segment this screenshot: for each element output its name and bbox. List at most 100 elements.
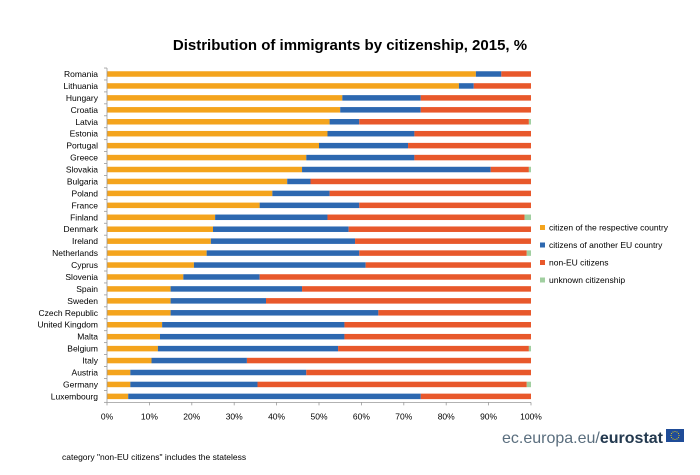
x-tick-label: 70% (395, 411, 412, 421)
bar-netherlands-series-0 (107, 250, 207, 256)
legend-swatch-1 (540, 242, 545, 248)
bar-latvia-series-0 (107, 119, 330, 125)
category-label: Estonia (70, 129, 99, 139)
bar-croatia-series-0 (107, 107, 341, 113)
bar-germany-series-2 (257, 381, 527, 388)
bar-france-series-0 (107, 202, 260, 209)
bar-ireland-series-2 (355, 238, 531, 244)
bar-belgium-series-1 (157, 345, 339, 352)
bar-spain-series-1 (170, 286, 303, 292)
bar-hungary-series-2 (420, 95, 531, 101)
x-tick-label: 0% (101, 411, 114, 421)
legend-swatch-0 (540, 225, 545, 230)
bar-czech-republic-series-2 (378, 310, 531, 316)
bar-ireland-series-1 (210, 238, 356, 244)
eurostat-branding: ec.europa.eu/eurostat (502, 430, 664, 447)
x-tick-label: 100% (520, 411, 542, 421)
bar-cyprus-series-2 (365, 262, 531, 268)
bar-bulgaria-series-0 (107, 178, 288, 185)
x-tick-label: 90% (480, 411, 497, 421)
bar-bulgaria-series-2 (310, 178, 531, 185)
bar-slovakia-series-3 (528, 166, 531, 173)
category-label: Germany (63, 379, 99, 389)
x-tick-label: 30% (226, 411, 243, 421)
x-axis: 0% 10% 20% 30% 40% 50% 60% 70% 80% 90% 100% (101, 67, 542, 421)
flag-star (676, 438, 678, 440)
bar-portugal-series-2 (408, 142, 531, 149)
legend-swatch-3 (540, 277, 545, 283)
bar-belgium-series-0 (107, 345, 158, 352)
bar-latvia-series-3 (528, 119, 531, 125)
bar-denmark-series-2 (348, 226, 531, 232)
bar-czech-republic-series-0 (107, 310, 171, 316)
bar-malta-series-0 (107, 333, 160, 340)
bar-cyprus-series-0 (107, 262, 194, 268)
category-label: Slovakia (66, 165, 98, 175)
bar-finland-series-0 (107, 214, 216, 221)
bar-romania-series-0 (107, 71, 476, 77)
bar-ireland-series-0 (107, 238, 211, 244)
x-tick-label: 80% (438, 411, 455, 421)
category-label: Latvia (75, 117, 98, 127)
category-label: Malta (77, 332, 98, 342)
category-label: United Kingdom (38, 320, 98, 330)
category-label: Sweden (67, 296, 98, 306)
bar-lithuania-series-0 (107, 83, 459, 89)
chart-title: Distribution of immigrants by citizenshi… (173, 37, 527, 54)
bar-belgium-series-2 (338, 345, 529, 352)
bar-greece-series-1 (306, 154, 415, 161)
bar-hungary-series-1 (342, 95, 421, 101)
category-label: Belgium (67, 344, 98, 354)
category-label: Greece (70, 153, 98, 163)
bar-cyprus-series-1 (193, 262, 366, 268)
category-label: Lithuania (63, 81, 98, 91)
category-label: Romania (64, 69, 98, 79)
flag-star (672, 438, 674, 440)
category-label: Spain (76, 284, 98, 294)
flag-star (674, 430, 676, 433)
bar-slovenia-series-1 (183, 274, 260, 280)
footnote: category "non-EU citizens" includes the … (62, 452, 246, 462)
category-label: France (72, 200, 99, 210)
x-tick-label: 40% (268, 411, 285, 421)
flag-star (677, 436, 680, 439)
bar-spain-series-0 (107, 286, 171, 292)
x-tick-label: 20% (183, 411, 200, 421)
bar-italy-series-2 (246, 357, 532, 364)
bar-romania-series-2 (501, 71, 531, 77)
bar-estonia-series-2 (414, 130, 531, 137)
flag-star (670, 436, 673, 439)
bar-czech-republic-series-1 (170, 310, 379, 316)
category-label: Bulgaria (67, 176, 98, 186)
bar-latvia-series-1 (329, 119, 360, 125)
bar-portugal-series-0 (107, 142, 319, 149)
bar-slovenia-series-2 (259, 274, 531, 280)
flag-star (670, 434, 672, 437)
bar-denmark-series-0 (107, 226, 213, 232)
bar-united-kingdom-series-1 (162, 321, 345, 328)
bar-sweden-series-0 (107, 298, 171, 304)
bar-slovakia-series-1 (302, 166, 491, 173)
legend: citizen of the respective country citizen… (540, 223, 669, 285)
bar-hungary-series-0 (107, 95, 343, 101)
category-label: Netherlands (52, 248, 98, 258)
bar-estonia-series-1 (327, 130, 415, 137)
bar-luxembourg-series-0 (107, 393, 129, 400)
bar-italy-series-1 (151, 357, 247, 364)
brand-name: eurostat (600, 430, 664, 447)
bar-greece-series-2 (414, 154, 531, 161)
bars-group (107, 71, 532, 400)
bar-slovenia-series-0 (107, 274, 184, 280)
bar-croatia-series-1 (340, 107, 421, 113)
bar-luxembourg-series-2 (420, 393, 531, 400)
x-tick-label: 10% (141, 411, 158, 421)
bar-denmark-series-1 (213, 226, 349, 232)
flag-star (678, 434, 680, 437)
bar-france-series-2 (359, 202, 531, 209)
brand-site: ec.europa.eu/ (502, 430, 600, 447)
bar-sweden-series-2 (266, 298, 531, 304)
x-tick-label: 60% (353, 411, 370, 421)
bar-united-kingdom-series-0 (107, 321, 163, 328)
category-label: Slovenia (65, 272, 98, 282)
